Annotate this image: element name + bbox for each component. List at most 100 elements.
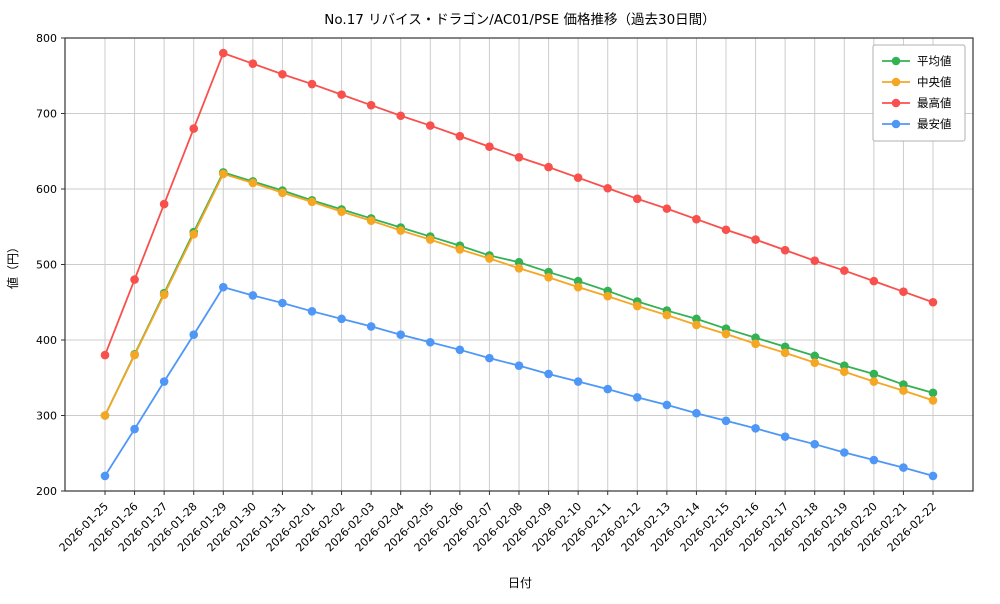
series-marker-median [573, 282, 583, 292]
series-marker-max [189, 124, 199, 133]
series-marker-average [692, 314, 701, 324]
series-marker-max [603, 183, 613, 193]
series-marker-median [307, 197, 317, 207]
series-marker-min [425, 337, 435, 347]
series-marker-median [337, 207, 346, 216]
series-marker-max [337, 90, 346, 99]
series-marker-max [573, 173, 583, 182]
series-marker-min [544, 369, 553, 379]
series-marker-average [573, 276, 583, 286]
series-marker-max [810, 256, 820, 266]
series-marker-average [899, 380, 908, 389]
series-marker-max [366, 100, 376, 110]
series-marker-median [662, 310, 672, 320]
legend-label-average: 平均値 [917, 54, 952, 68]
series-marker-median [603, 291, 613, 301]
series-marker-median [218, 169, 228, 179]
y-tick-label: 200 [36, 485, 57, 498]
series-marker-min [455, 345, 465, 355]
series-marker-min [780, 432, 790, 441]
series-marker-max [928, 297, 938, 307]
series-marker-max [455, 131, 465, 141]
y-tick-label: 400 [36, 334, 57, 347]
series-marker-median [839, 367, 849, 377]
series-marker-min [751, 424, 760, 433]
series-marker-max [692, 214, 701, 224]
series-marker-max [780, 245, 790, 255]
series-marker-average [751, 333, 760, 343]
series-marker-median [485, 254, 494, 263]
y-tick-label: 700 [36, 108, 57, 121]
series-marker-min [514, 361, 524, 370]
y-tick-label: 500 [36, 259, 57, 272]
series-marker-median [159, 290, 169, 300]
series-marker-min [159, 377, 169, 386]
series-marker-min [189, 330, 199, 340]
series-marker-min [130, 424, 139, 434]
series-marker-min [337, 314, 346, 324]
series-marker-median [130, 350, 139, 360]
series-marker-max [100, 350, 110, 360]
series-marker-max [899, 287, 908, 296]
series-marker-min [396, 330, 406, 340]
series-marker-average [869, 369, 879, 379]
series-marker-median [780, 348, 790, 358]
legend-label-min: 最安値 [917, 117, 952, 131]
series-marker-min [810, 439, 820, 449]
series-marker-min [692, 408, 701, 418]
series-marker-median [899, 386, 908, 395]
series-marker-min [928, 471, 938, 481]
series-marker-max [869, 276, 879, 286]
series-marker-max [751, 235, 760, 244]
legend-label-median: 中央値 [917, 75, 952, 89]
series-marker-min [632, 393, 642, 402]
series-marker-min [573, 377, 583, 386]
series-marker-min [218, 282, 228, 292]
series-marker-max [307, 79, 317, 89]
series-marker-min [869, 455, 879, 465]
series-marker-max [721, 225, 731, 235]
series-marker-min [100, 471, 110, 481]
series-marker-min [899, 463, 908, 472]
series-marker-min [662, 400, 672, 410]
series-marker-min [839, 448, 849, 457]
y-tick-label: 800 [36, 32, 57, 45]
series-marker-median [425, 235, 435, 244]
series-marker-median [278, 188, 287, 198]
series-marker-median [928, 396, 938, 405]
legend-marker-max [891, 98, 901, 108]
series-marker-max [425, 121, 435, 130]
series-marker-max [396, 111, 406, 121]
legend-marker-min [891, 119, 901, 129]
legend-label-max: 最高値 [917, 96, 952, 110]
series-marker-median [366, 216, 376, 226]
series-marker-min [721, 416, 731, 426]
y-tick-label: 300 [36, 410, 57, 423]
y-axis-label: 値（円） [5, 241, 20, 289]
series-marker-max [159, 199, 169, 209]
series-marker-median [810, 358, 820, 367]
series-marker-max [485, 142, 494, 152]
series-marker-max [278, 69, 287, 79]
series-marker-median [544, 273, 553, 282]
series-marker-average [810, 351, 820, 361]
series-marker-median [248, 178, 258, 188]
series-marker-max [514, 152, 524, 162]
series-marker-min [278, 298, 287, 308]
series-marker-max [632, 194, 642, 204]
legend-marker-average [891, 56, 901, 66]
series-marker-max [544, 162, 553, 172]
series-marker-average [839, 361, 849, 370]
series-marker-max [130, 275, 139, 284]
series-marker-min [485, 353, 494, 363]
series-marker-max [662, 204, 672, 213]
legend-box [872, 44, 966, 142]
y-tick-label: 600 [36, 183, 57, 196]
legend-marker-median [891, 77, 901, 87]
series-marker-median [455, 245, 465, 254]
series-marker-min [366, 322, 376, 331]
x-axis-label: 日付 [508, 576, 532, 590]
